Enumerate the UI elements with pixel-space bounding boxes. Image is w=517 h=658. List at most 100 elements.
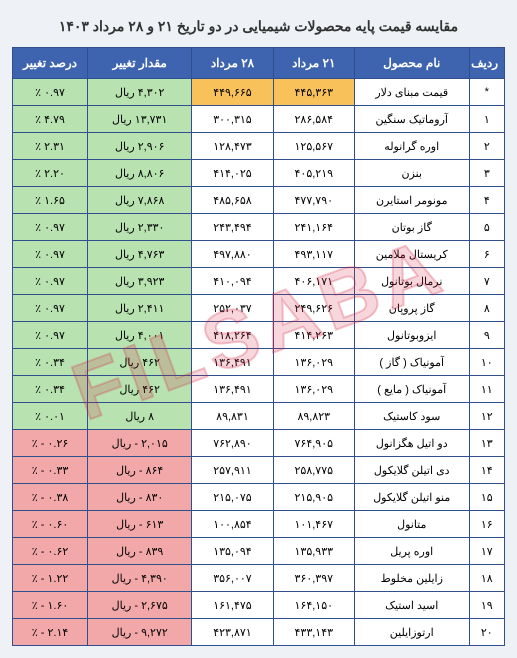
header-row: ردیف نام محصول ۲۱ مرداد ۲۸ مرداد مقدار ت… (13, 48, 505, 79)
cell-idx: ۱۴ (469, 457, 504, 484)
cell-name: دی اتیلن گلایکول (354, 457, 469, 484)
cell-name: اوره گرانوله (354, 133, 469, 160)
cell-idx: ۱۵ (469, 484, 504, 511)
cell-delta: ۴,۰۰۱ ریال (88, 322, 192, 349)
cell-name: گاز پروپان (354, 295, 469, 322)
cell-idx: ۱۸ (469, 565, 504, 592)
cell-pct: ۰.۹۷ ٪ (13, 268, 88, 295)
cell-name: نرمال بوتانول (354, 268, 469, 295)
cell-v1: ۱۳۶,۰۲۹ (273, 376, 354, 403)
cell-delta: ۹,۲۷۲ - ریال (88, 619, 192, 646)
table-row: ۵گاز بوتان۲۴۱,۱۶۴۲۴۳,۴۹۴۲,۳۳۰ ریال۰.۹۷ ٪ (13, 214, 505, 241)
cell-v1: ۴۰۶,۱۷۱ (273, 268, 354, 295)
cell-v1: ۱۳۵,۹۳۳ (273, 538, 354, 565)
cell-delta: ۲,۶۷۵ - ریال (88, 592, 192, 619)
cell-v1: ۷۶۴,۹۰۵ (273, 430, 354, 457)
table-row: ۱۳دو اتیل هگزانول۷۶۴,۹۰۵۷۶۲,۸۹۰۲,۰۱۵ - ر… (13, 430, 505, 457)
cell-v2: ۲۵۷,۹۱۱ (192, 457, 273, 484)
cell-v2: ۴۲۳,۸۷۱ (192, 619, 273, 646)
cell-v1: ۸۹,۸۲۳ (273, 403, 354, 430)
cell-v1: ۱۲۵,۵۶۷ (273, 133, 354, 160)
cell-v2: ۴۱۰,۰۹۴ (192, 268, 273, 295)
cell-idx: ۱۳ (469, 430, 504, 457)
cell-v2: ۳۵۶,۰۰۷ (192, 565, 273, 592)
cell-v2: ۱۲۸,۴۷۳ (192, 133, 273, 160)
cell-name: بنزن (354, 160, 469, 187)
cell-delta: ۴,۳۹۰ - ریال (88, 565, 192, 592)
cell-delta: ۲,۴۱۱ ریال (88, 295, 192, 322)
cell-idx: ۱۲ (469, 403, 504, 430)
cell-name: متانول (354, 511, 469, 538)
cell-delta: ۸۳۰ - ریال (88, 484, 192, 511)
table-row: ۱۸زایلین مخلوط۳۶۰,۳۹۷۳۵۶,۰۰۷۴,۳۹۰ - ریال… (13, 565, 505, 592)
cell-delta: ۷,۸۶۸ ریال (88, 187, 192, 214)
cell-pct: ۰.۹۷ ٪ (13, 241, 88, 268)
cell-delta: ۳,۹۲۳ ریال (88, 268, 192, 295)
table-row: ۸گاز پروپان۲۴۹,۶۲۶۲۵۲,۰۳۷۲,۴۱۱ ریال۰.۹۷ … (13, 295, 505, 322)
col-name: نام محصول (354, 48, 469, 79)
cell-pct: ۰.۶۰ - ٪ (13, 511, 88, 538)
cell-v2: ۱۳۶,۴۹۱ (192, 376, 273, 403)
table-row: ۱۶متانول۱۰۱,۴۶۷۱۰۰,۸۵۴۶۱۳ - ریال۰.۶۰ - ٪ (13, 511, 505, 538)
cell-delta: ۶۱۳ - ریال (88, 511, 192, 538)
cell-pct: ۰.۲۶ - ٪ (13, 430, 88, 457)
cell-name: اوره پریل (354, 538, 469, 565)
cell-pct: ۰.۳۸ - ٪ (13, 484, 88, 511)
cell-delta: ۸۳۹ - ریال (88, 538, 192, 565)
col-pct: درصد تغییر (13, 48, 88, 79)
cell-delta: ۸۶۴ - ریال (88, 457, 192, 484)
cell-pct: ۰.۰۱ ٪ (13, 403, 88, 430)
cell-v1: ۱۰۱,۴۶۷ (273, 511, 354, 538)
cell-name: گاز بوتان (354, 214, 469, 241)
cell-idx: ۹ (469, 322, 504, 349)
cell-v1: ۲۵۸,۷۷۵ (273, 457, 354, 484)
cell-v2: ۴۹۷,۸۸۰ (192, 241, 273, 268)
cell-name: دو اتیل هگزانول (354, 430, 469, 457)
cell-delta: ۸,۸۰۶ ریال (88, 160, 192, 187)
cell-pct: ۰.۳۴ ٪ (13, 376, 88, 403)
cell-delta: ۱۳,۷۳۱ ریال (88, 106, 192, 133)
cell-pct: ۰.۳۴ ٪ (13, 349, 88, 376)
cell-v2: ۲۴۳,۴۹۴ (192, 214, 273, 241)
table-row: ۷نرمال بوتانول۴۰۶,۱۷۱۴۱۰,۰۹۴۳,۹۲۳ ریال۰.… (13, 268, 505, 295)
cell-delta: ۲,۳۳۰ ریال (88, 214, 192, 241)
cell-pct: ۰.۳۳ - ٪ (13, 457, 88, 484)
table-row: *قیمت مبنای دلار۴۴۵,۳۶۳۴۴۹,۶۶۵۴,۳۰۲ ریال… (13, 79, 505, 106)
cell-v1: ۲۱۵,۹۰۵ (273, 484, 354, 511)
table-row: ۱۱آمونیاک ( مایع )۱۳۶,۰۲۹۱۳۶,۴۹۱۴۶۲ ریال… (13, 376, 505, 403)
cell-pct: ۲.۱۴ - ٪ (13, 619, 88, 646)
cell-pct: ۰.۹۷ ٪ (13, 79, 88, 106)
cell-name: ایزوبوتانول (354, 322, 469, 349)
cell-v2: ۷۶۲,۸۹۰ (192, 430, 273, 457)
cell-v1: ۴۱۴,۲۶۳ (273, 322, 354, 349)
cell-pct: ۰.۹۷ ٪ (13, 322, 88, 349)
cell-pct: ۰.۹۷ ٪ (13, 295, 88, 322)
cell-name: کریستال ملامین (354, 241, 469, 268)
cell-pct: ۱.۲۲ - ٪ (13, 565, 88, 592)
cell-pct: ۱.۶۰ - ٪ (13, 592, 88, 619)
cell-v2: ۴۱۴,۰۲۵ (192, 160, 273, 187)
table-row: ۱۲سود کاستیک۸۹,۸۲۳۸۹,۸۳۱۸ ریال۰.۰۱ ٪ (13, 403, 505, 430)
cell-v2: ۱۶۱,۴۷۵ (192, 592, 273, 619)
cell-v2: ۴۱۸,۲۶۴ (192, 322, 273, 349)
cell-idx: * (469, 79, 504, 106)
cell-idx: ۱۹ (469, 592, 504, 619)
cell-name: قیمت مبنای دلار (354, 79, 469, 106)
cell-idx: ۷ (469, 268, 504, 295)
cell-v2: ۱۳۵,۰۹۴ (192, 538, 273, 565)
cell-idx: ۲ (469, 133, 504, 160)
cell-v1: ۴۴۵,۳۶۳ (273, 79, 354, 106)
col-d2: ۲۸ مرداد (192, 48, 273, 79)
table-row: ۲اوره گرانوله۱۲۵,۵۶۷۱۲۸,۴۷۳۲,۹۰۶ ریال۲.۳… (13, 133, 505, 160)
col-idx: ردیف (469, 48, 504, 79)
cell-idx: ۸ (469, 295, 504, 322)
cell-v1: ۱۶۴,۱۵۰ (273, 592, 354, 619)
table-row: ۱۴دی اتیلن گلایکول۲۵۸,۷۷۵۲۵۷,۹۱۱۸۶۴ - ری… (13, 457, 505, 484)
col-d1: ۲۱ مرداد (273, 48, 354, 79)
cell-pct: ۲.۲۰ ٪ (13, 160, 88, 187)
cell-name: اسید استیک (354, 592, 469, 619)
table-row: ۱آروماتیک سنگین۲۸۶,۵۸۴۳۰۰,۳۱۵۱۳,۷۳۱ ریال… (13, 106, 505, 133)
cell-name: آمونیاک ( گاز ) (354, 349, 469, 376)
cell-idx: ۲۰ (469, 619, 504, 646)
cell-v1: ۲۴۹,۶۲۶ (273, 295, 354, 322)
